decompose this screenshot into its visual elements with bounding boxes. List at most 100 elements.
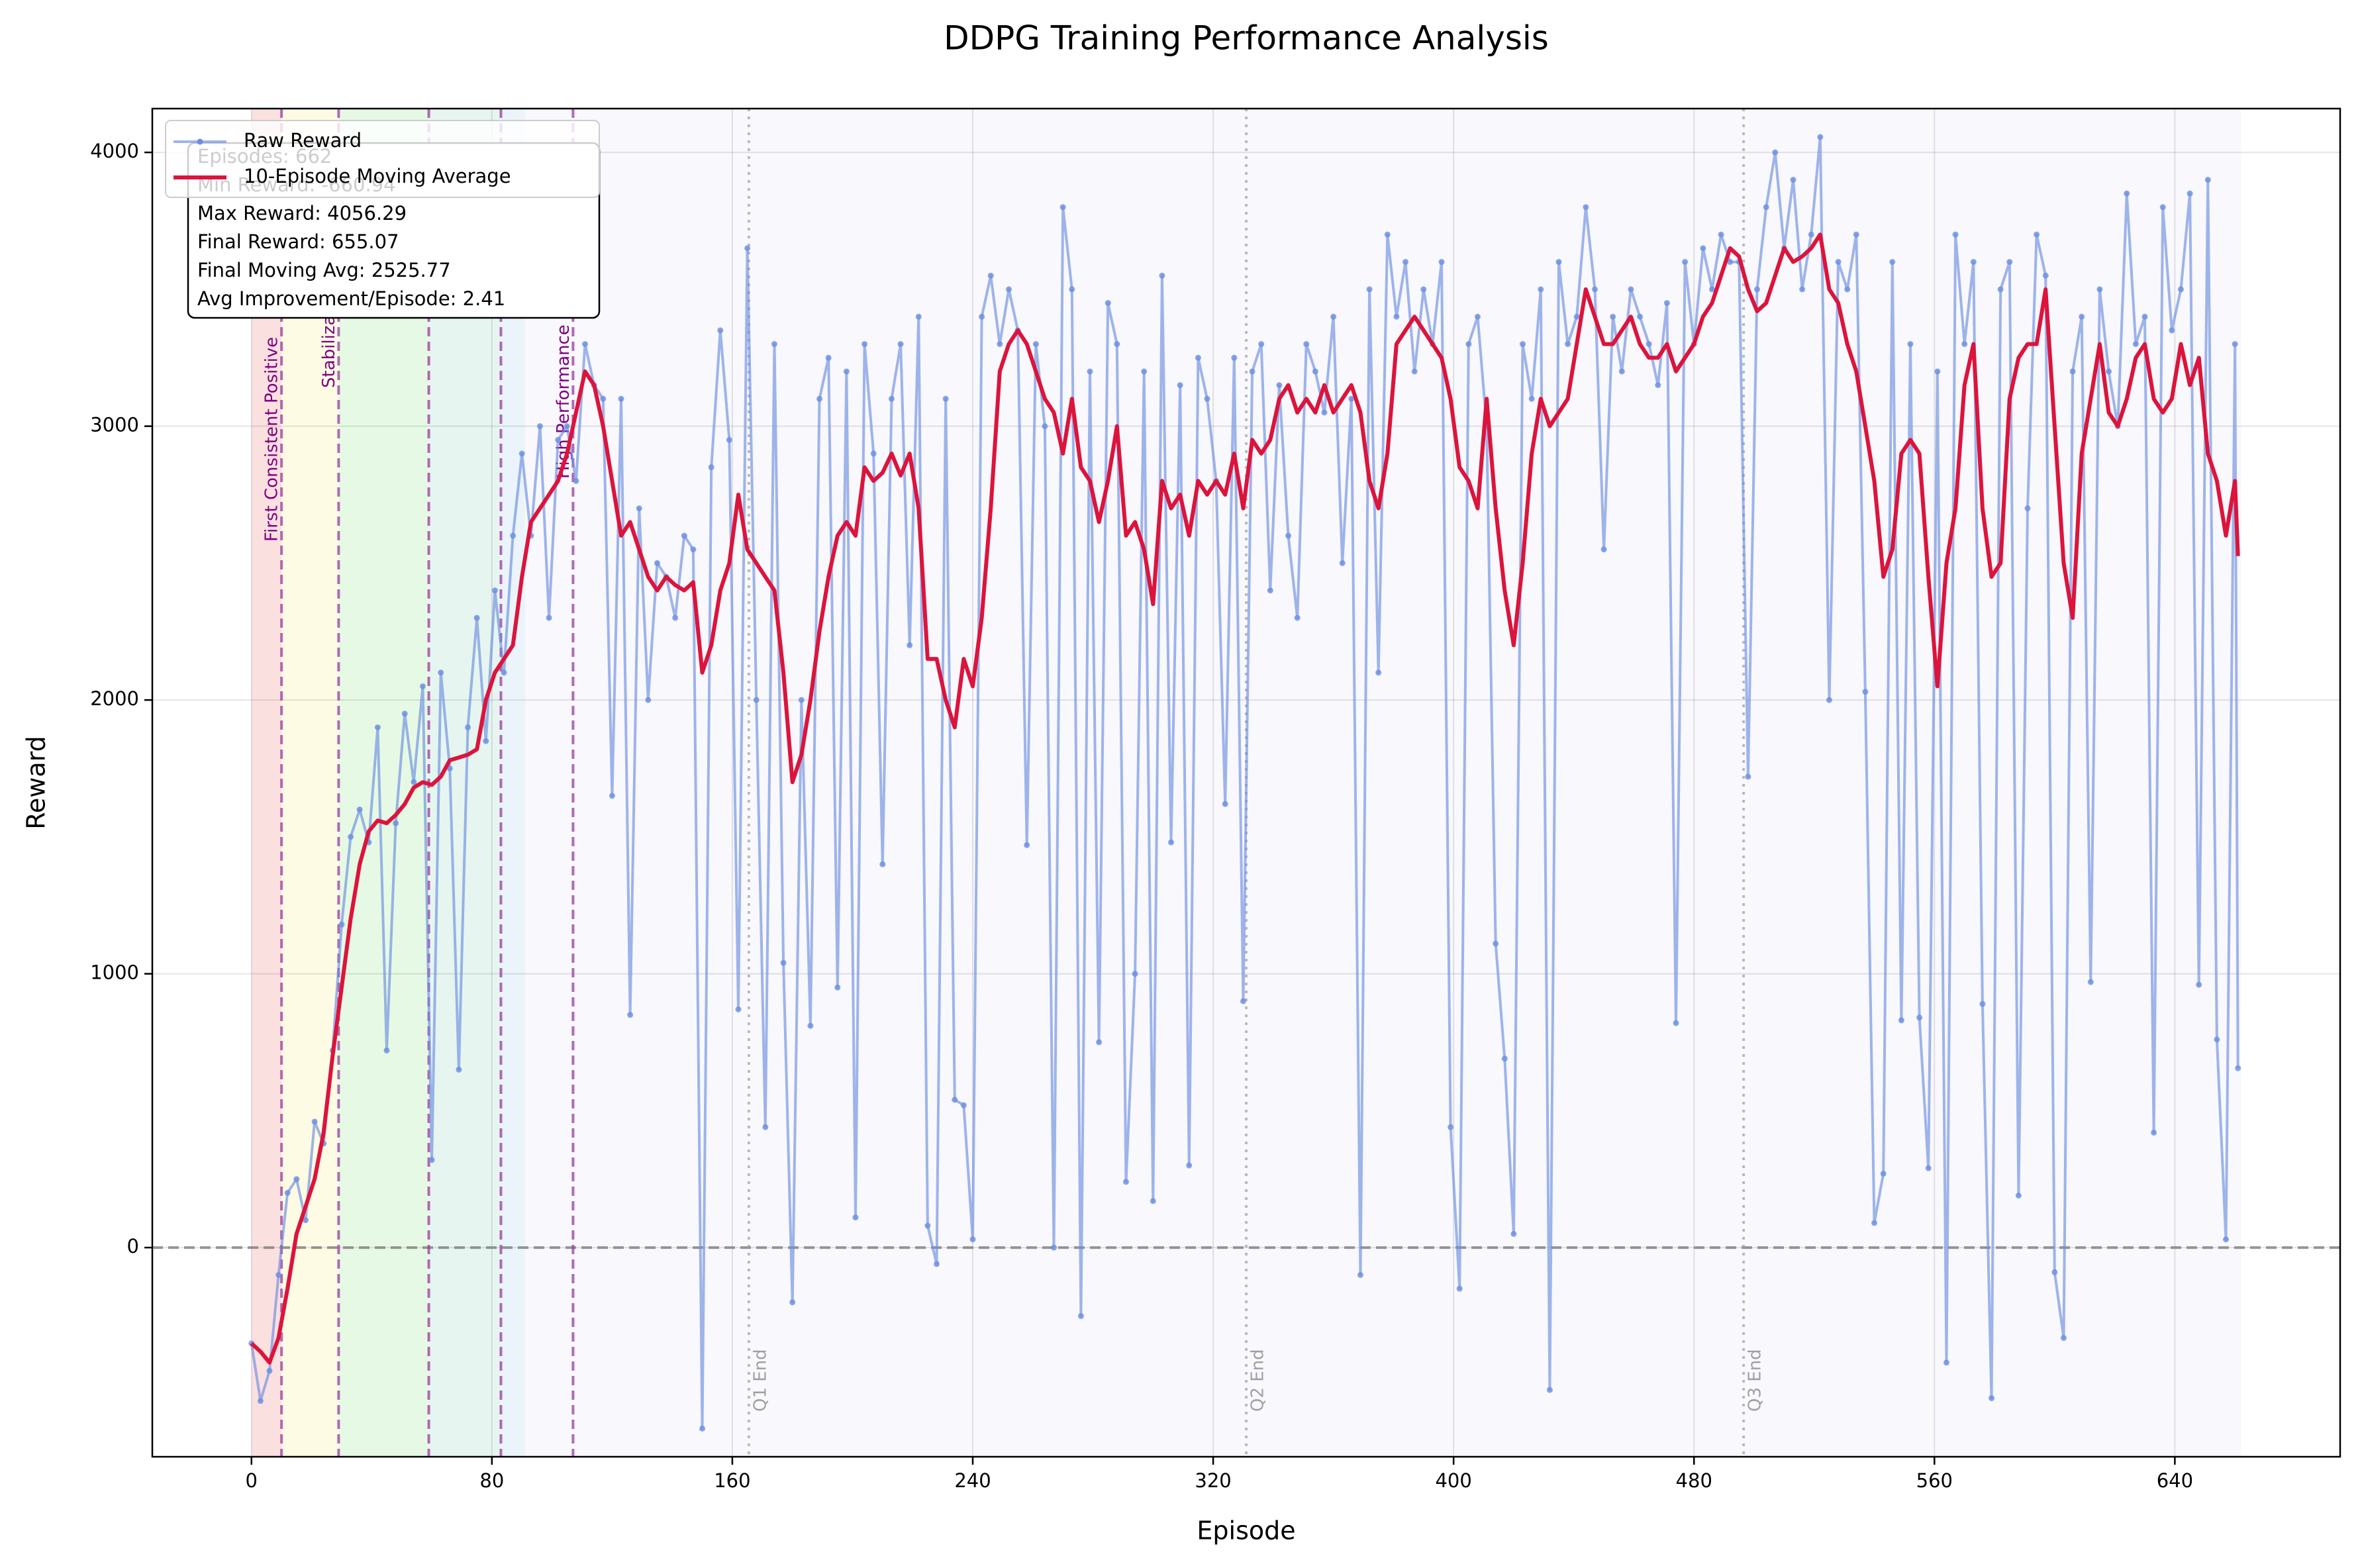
- y-axis-label: Reward: [22, 736, 51, 830]
- data-point: [1880, 1170, 1887, 1177]
- data-point: [726, 436, 732, 443]
- y-tick-label: 0: [127, 1235, 139, 1257]
- data-point: [1114, 341, 1120, 348]
- data-point: [411, 779, 417, 785]
- data-point: [1754, 286, 1761, 293]
- data-point: [2141, 313, 2148, 320]
- data-point: [1005, 286, 1012, 293]
- data-point: [1285, 532, 1292, 539]
- data-point: [1186, 1162, 1193, 1169]
- data-point: [1528, 395, 1535, 402]
- data-point: [1989, 1395, 1995, 1402]
- data-point: [987, 272, 994, 279]
- data-point: [618, 395, 624, 402]
- data-point: [1628, 286, 1634, 293]
- data-point: [1448, 1124, 1454, 1130]
- data-point: [1961, 341, 1968, 348]
- data-point: [1520, 341, 1526, 348]
- x-tick-label: 80: [479, 1469, 504, 1492]
- data-point: [1024, 842, 1030, 848]
- data-point: [546, 614, 552, 621]
- data-point: [2006, 259, 2013, 266]
- data-point: [1889, 259, 1896, 266]
- y-tick-label: 3000: [90, 414, 139, 436]
- data-point: [465, 724, 471, 730]
- data-point: [1934, 368, 1941, 375]
- data-point: [1474, 313, 1481, 320]
- data-point: [2124, 190, 2130, 197]
- data-point: [1763, 204, 1769, 211]
- data-point: [2204, 177, 2211, 183]
- data-point: [1069, 286, 1075, 293]
- series-line: [250, 232, 2240, 1365]
- data-point: [1456, 1285, 1463, 1292]
- data-point: [708, 464, 714, 471]
- data-point: [744, 245, 751, 252]
- data-point: [1096, 1039, 1103, 1046]
- data-point: [861, 341, 868, 348]
- data-point: [2060, 1335, 2067, 1342]
- data-point: [1727, 259, 1734, 266]
- phase-region: [524, 109, 2241, 1457]
- data-point: [302, 1217, 309, 1224]
- data-point: [654, 560, 660, 566]
- data-point: [1673, 1020, 1679, 1026]
- x-tick-label: 160: [714, 1469, 750, 1492]
- data-point: [1438, 259, 1445, 266]
- data-point: [1384, 231, 1391, 238]
- data-point: [979, 313, 985, 320]
- data-point: [2087, 979, 2094, 985]
- data-point: [942, 395, 949, 402]
- data-point: [753, 697, 760, 703]
- stats-text: Final Moving Avg: 2525.77: [197, 259, 451, 281]
- data-point: [1538, 286, 1544, 293]
- legend-label: Raw Reward: [244, 129, 362, 152]
- data-point: [735, 1006, 742, 1012]
- data-point: [843, 368, 850, 375]
- data-point: [1853, 231, 1859, 238]
- data-point: [1943, 1359, 1949, 1366]
- data-point: [2069, 368, 2076, 375]
- data-point: [383, 1047, 390, 1054]
- data-point: [473, 614, 480, 621]
- data-point: [600, 395, 607, 402]
- data-point: [1222, 801, 1228, 807]
- data-point: [1871, 1220, 1878, 1226]
- data-point: [1321, 409, 1328, 416]
- data-point: [1637, 313, 1644, 320]
- data-point: [789, 1299, 796, 1306]
- data-point: [699, 1425, 706, 1432]
- data-point: [960, 1102, 967, 1108]
- data-point: [1826, 697, 1832, 703]
- data-point: [1898, 1017, 1904, 1024]
- data-point: [1420, 286, 1427, 293]
- data-point: [2232, 341, 2238, 348]
- data-point: [1465, 341, 1472, 348]
- data-point: [969, 1236, 976, 1243]
- data-point: [1663, 300, 1670, 307]
- legend-swatch-dot: [197, 138, 203, 145]
- data-point: [401, 710, 408, 717]
- data-point: [2169, 327, 2175, 334]
- data-point: [870, 450, 877, 457]
- data-point: [1042, 423, 1048, 430]
- data-point: [1195, 354, 1201, 361]
- data-point: [348, 834, 354, 840]
- phase-region: [428, 109, 501, 1457]
- data-point: [1682, 259, 1689, 266]
- x-tick-label: 640: [2157, 1469, 2193, 1492]
- data-point: [1159, 272, 1165, 279]
- data-point: [1618, 368, 1625, 375]
- data-point: [582, 341, 589, 348]
- data-point: [1555, 259, 1562, 266]
- data-point: [645, 697, 652, 703]
- data-point: [456, 1066, 462, 1073]
- data-point: [1600, 546, 1607, 553]
- data-point: [1546, 1387, 1553, 1393]
- data-point: [1655, 382, 1661, 389]
- data-point: [1952, 231, 1959, 238]
- data-point: [1105, 300, 1111, 307]
- data-point: [1339, 560, 1346, 566]
- data-point: [2177, 286, 2184, 293]
- data-point: [1844, 286, 1851, 293]
